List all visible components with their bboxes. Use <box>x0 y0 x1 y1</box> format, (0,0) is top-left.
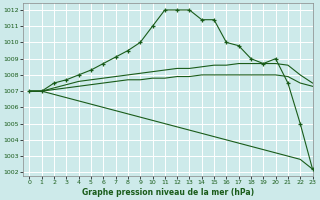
X-axis label: Graphe pression niveau de la mer (hPa): Graphe pression niveau de la mer (hPa) <box>82 188 254 197</box>
